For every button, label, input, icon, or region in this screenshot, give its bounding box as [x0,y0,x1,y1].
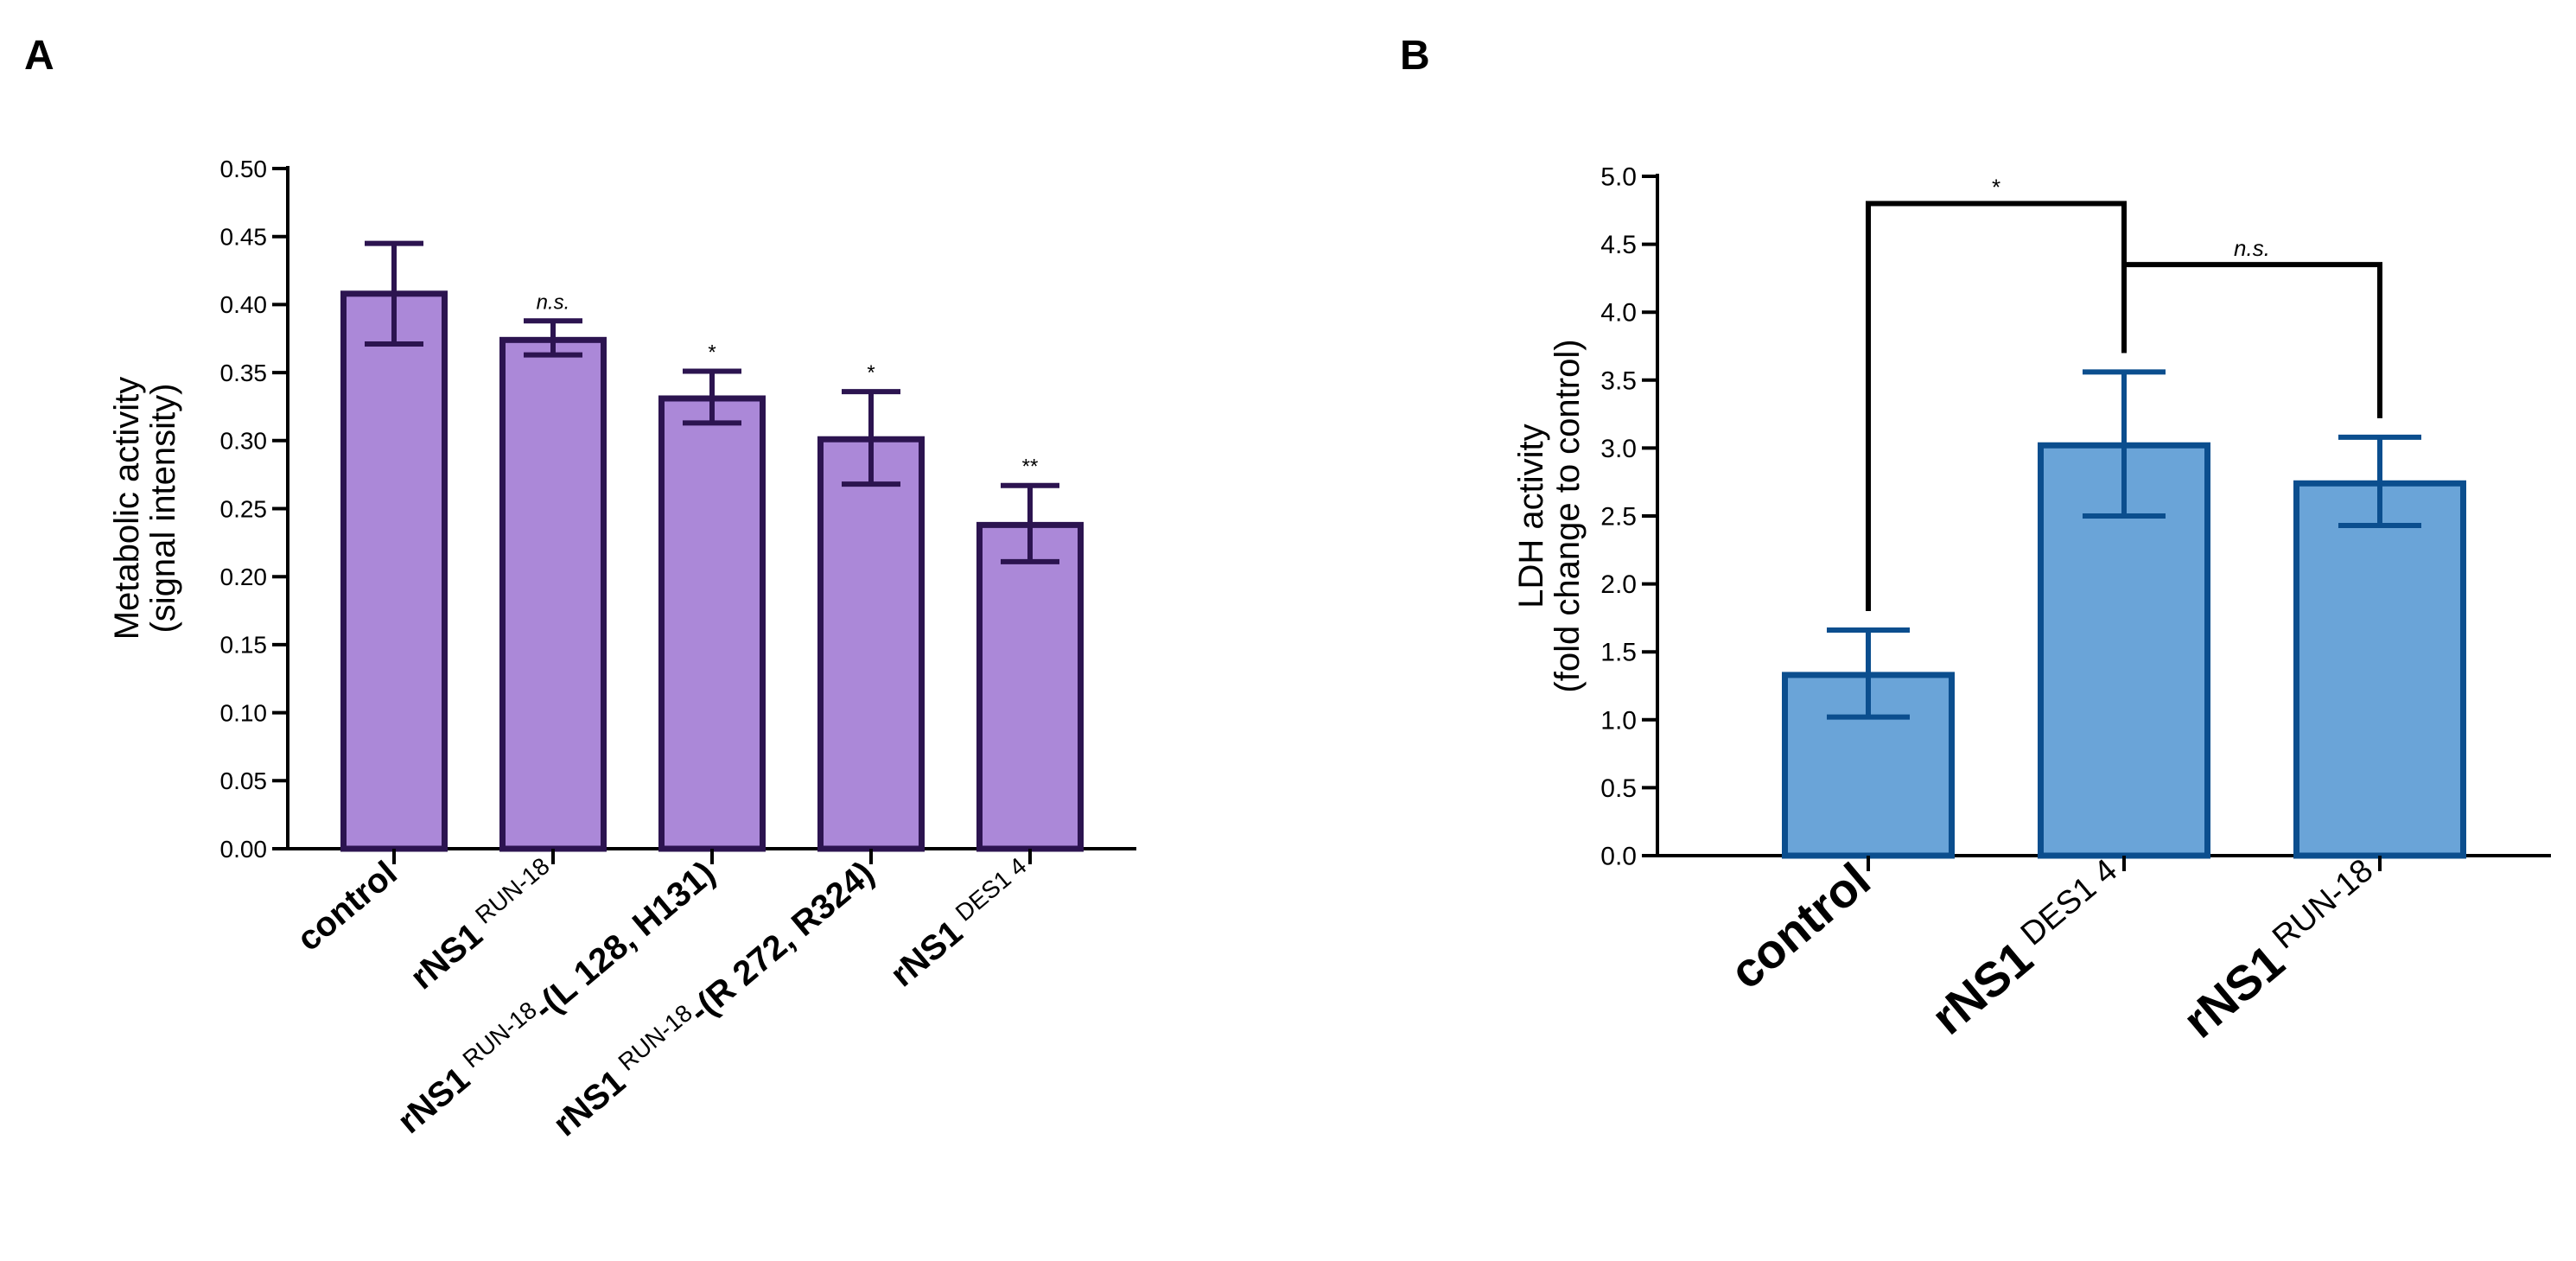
y-tick-label: 2.5 [1600,503,1637,532]
y-tick-label: 0.50 [220,156,268,182]
y-tick-label: 0.20 [220,564,268,590]
significance-label: * [867,361,875,385]
x-tick-label: rNS1RUN-18-(L 128, H131) [389,852,722,1141]
x-tick-label-sup: RUN-18 [614,999,697,1076]
bar [976,521,1084,852]
y-tick-label: 0.30 [220,428,268,455]
y-tick-label: 0.35 [220,360,268,386]
x-tick-label: control [290,854,404,958]
y-tick-label: 4.0 [1600,299,1637,328]
x-tick-label-sup: RUN-18 [458,997,542,1073]
y-tick-label: 0.5 [1600,774,1637,803]
y-tick-label: 1.0 [1600,706,1637,735]
x-tick-label-main: rNS1 [391,1060,477,1141]
x-tick-label-main: rNS1 [546,1063,633,1144]
significance-label: n.s. [537,290,570,314]
comparison-label: * [1992,174,2000,200]
panel-label: B [1400,33,1430,79]
x-tick-label: control [1720,852,1880,999]
y-tick-label: 3.5 [1600,366,1637,395]
y-tick-label: 0.15 [220,632,268,659]
bar [340,290,448,852]
bar [817,436,925,852]
y-axis-title: LDH activity(fold change to control) [1512,339,1587,692]
y-tick-label: 0.25 [220,495,268,522]
panel-a: A 0.00 0.05 0.10 0.15 0.20 0.25 0.30 0.35 0.40 0.4… [24,33,1136,1143]
panel-label: A [24,33,54,79]
x-tick-label-main: rNS1 [404,916,490,997]
y-tick-label: 5.0 [1600,163,1637,192]
y-tick-label: 2.0 [1600,570,1637,599]
x-tick-label: rNS1DES1 4 [882,852,1040,994]
bar [2293,480,2466,859]
x-tick-label-main: rNS1 [883,914,970,995]
bar [658,395,766,852]
y-tick-label: 0.00 [220,836,268,863]
x-tick-label-main: control [1720,852,1880,999]
x-tick-label-sup: DES1 4 [951,852,1032,927]
y-tick-label: 0.05 [220,767,268,794]
x-tick-label: rNS1RUN-18 [2172,852,2391,1048]
y-tick-label: 0.10 [220,699,268,726]
comparison-label: n.s. [2234,235,2270,261]
y-axis-title-line2: (signal intensity) [144,383,182,633]
y-axis-title-line1: Metabolic activity [108,377,146,640]
y-tick-label: 0.45 [220,224,268,251]
x-tick-label: rNS1DES1 4 [1921,852,2136,1045]
y-tick-label: 0.40 [220,291,268,318]
y-axis-title-line1: LDH activity [1512,424,1550,608]
comparison-bracket [2121,262,2382,418]
x-tick-label-sup: RUN-18 [470,852,554,929]
significance-label: ** [1022,455,1039,479]
x-tick-label-main: rNS1 [2172,934,2294,1048]
x-tick-label: rNS1RUN-18 [402,852,563,997]
significance-label: * [708,341,716,365]
y-tick-label: 4.5 [1600,231,1637,259]
x-tick-label-sup: DES1 4 [2014,852,2124,952]
y-axis-title-line2: (fold change to control) [1549,339,1587,692]
y-axis-title: Metabolic activity(signal intensity) [108,377,182,640]
x-tick-label-main: control [290,854,404,958]
y-tick-label: 0.0 [1600,843,1637,871]
y-tick-label: 3.0 [1600,435,1637,463]
x-tick-label-sup: RUN-18 [2266,852,2380,956]
panel-b: B 0.0 0.5 1.0 1.5 2.0 2.5 3.0 3.5 4.0 4.5 5.0 LDH ac… [1400,33,2551,1048]
y-tick-label: 1.5 [1600,639,1637,667]
x-tick-label-main: rNS1 [1921,931,2043,1045]
x-tick-label: rNS1RUN-18-(R 272, R324) [544,852,881,1143]
bar [499,336,607,852]
